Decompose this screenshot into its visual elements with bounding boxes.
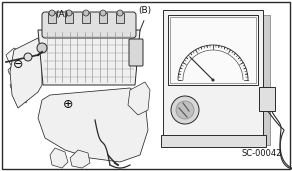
Text: ⊕: ⊕ xyxy=(63,98,73,111)
Polygon shape xyxy=(38,30,140,85)
Circle shape xyxy=(211,78,215,82)
Text: (B): (B) xyxy=(138,6,152,15)
FancyBboxPatch shape xyxy=(48,13,56,23)
Circle shape xyxy=(100,10,106,16)
Polygon shape xyxy=(8,62,28,88)
FancyBboxPatch shape xyxy=(129,39,143,66)
FancyBboxPatch shape xyxy=(161,135,266,147)
Polygon shape xyxy=(38,88,148,162)
Polygon shape xyxy=(10,78,30,103)
Text: SC-00042: SC-00042 xyxy=(241,149,282,158)
FancyBboxPatch shape xyxy=(42,12,136,38)
FancyBboxPatch shape xyxy=(259,87,275,111)
FancyBboxPatch shape xyxy=(2,2,290,169)
Circle shape xyxy=(24,53,32,61)
FancyBboxPatch shape xyxy=(168,15,258,85)
Circle shape xyxy=(83,10,89,16)
Circle shape xyxy=(49,10,55,16)
FancyBboxPatch shape xyxy=(116,13,124,23)
FancyBboxPatch shape xyxy=(82,13,90,23)
Text: (A): (A) xyxy=(55,10,69,19)
Circle shape xyxy=(117,10,123,16)
Polygon shape xyxy=(10,38,42,108)
Circle shape xyxy=(37,43,47,53)
Text: ⊖: ⊖ xyxy=(13,58,23,71)
Polygon shape xyxy=(70,150,90,168)
Circle shape xyxy=(171,96,199,124)
FancyBboxPatch shape xyxy=(170,17,256,83)
FancyBboxPatch shape xyxy=(168,15,270,145)
FancyBboxPatch shape xyxy=(99,13,107,23)
FancyBboxPatch shape xyxy=(65,13,73,23)
FancyBboxPatch shape xyxy=(163,10,263,138)
Circle shape xyxy=(66,10,72,16)
Polygon shape xyxy=(6,48,26,75)
Circle shape xyxy=(176,101,194,119)
Polygon shape xyxy=(50,148,68,168)
Polygon shape xyxy=(128,82,150,115)
